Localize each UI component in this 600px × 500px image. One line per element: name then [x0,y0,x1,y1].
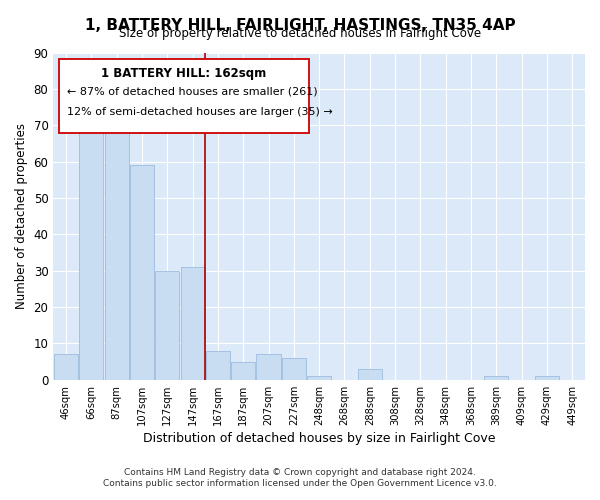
Bar [54,354,78,380]
Bar [358,369,382,380]
Bar [282,358,306,380]
Bar [130,165,154,380]
Y-axis label: Number of detached properties: Number of detached properties [15,123,28,309]
Text: Contains HM Land Registry data © Crown copyright and database right 2024.
Contai: Contains HM Land Registry data © Crown c… [103,468,497,487]
Bar [104,110,128,380]
X-axis label: Distribution of detached houses by size in Fairlight Cove: Distribution of detached houses by size … [143,432,496,445]
Text: ← 87% of detached houses are smaller (261): ← 87% of detached houses are smaller (26… [67,87,317,97]
Text: 12% of semi-detached houses are larger (35) →: 12% of semi-detached houses are larger (… [67,106,332,117]
Bar [484,376,508,380]
Bar [231,362,255,380]
Bar [256,354,281,380]
Bar [59,59,308,132]
Text: Size of property relative to detached houses in Fairlight Cove: Size of property relative to detached ho… [119,28,481,40]
Bar [155,270,179,380]
Bar [79,122,103,380]
Bar [206,350,230,380]
Text: 1 BATTERY HILL: 162sqm: 1 BATTERY HILL: 162sqm [101,67,266,80]
Bar [535,376,559,380]
Bar [307,376,331,380]
Bar [181,267,205,380]
Text: 1, BATTERY HILL, FAIRLIGHT, HASTINGS, TN35 4AP: 1, BATTERY HILL, FAIRLIGHT, HASTINGS, TN… [85,18,515,32]
